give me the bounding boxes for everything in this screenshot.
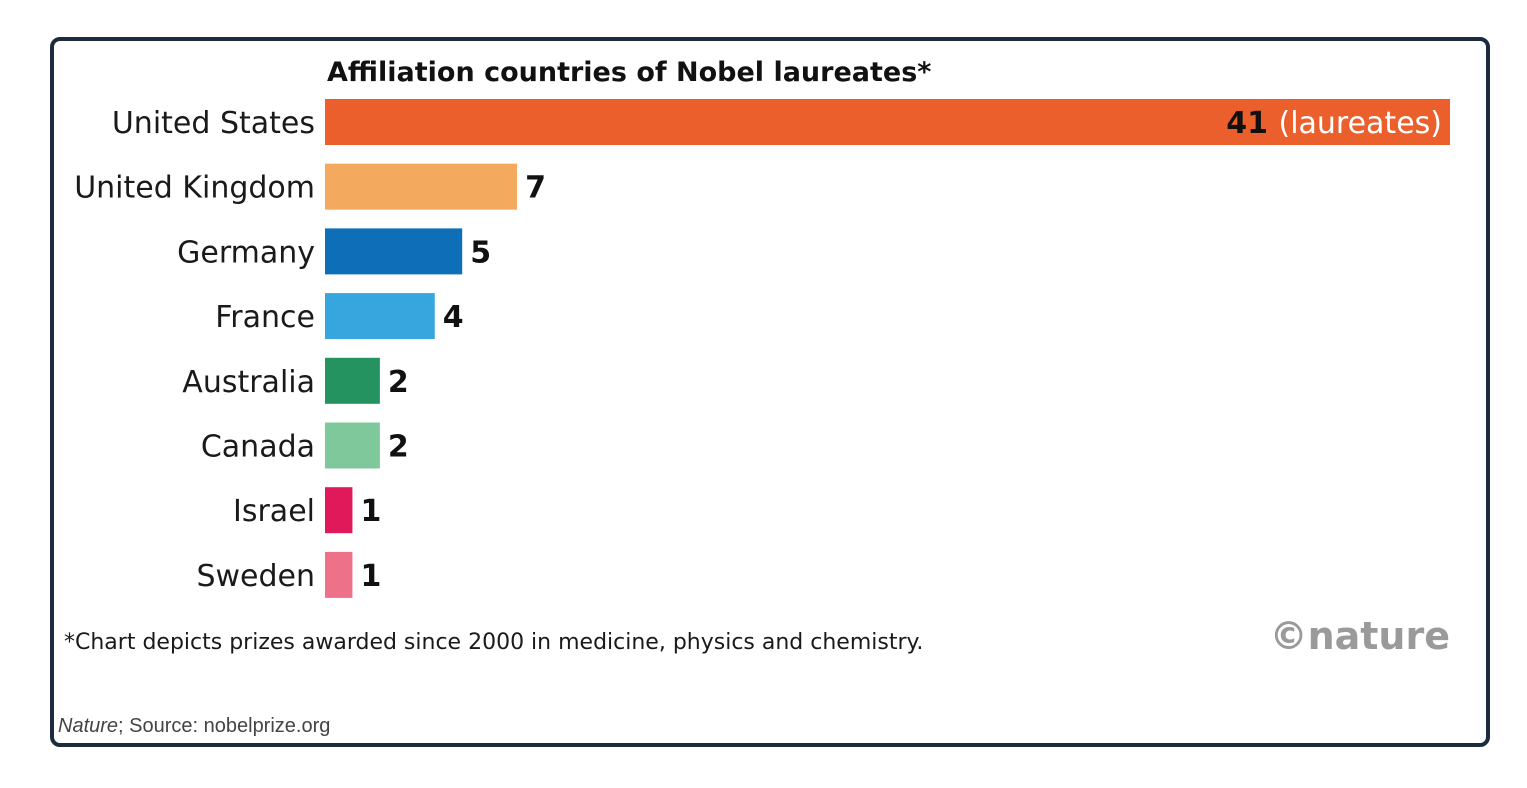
source-credit: Nature; Source: nobelprize.org — [58, 715, 330, 738]
category-label-united-states: United States — [112, 106, 315, 141]
value-label-united-states: 41 (laureates) — [1226, 106, 1442, 141]
value-label-australia: 2 — [388, 365, 409, 400]
chart-title: Affiliation countries of Nobel laureates… — [327, 57, 931, 88]
bar-canada — [325, 422, 380, 469]
credit-source: ; Source: nobelprize.org — [118, 715, 331, 737]
category-label-france: France — [215, 300, 315, 335]
value-label-france: 4 — [443, 300, 464, 335]
bar-chart: Affiliation countries of Nobel laureates… — [64, 57, 1450, 658]
chart-footnote: *Chart depicts prizes awarded since 2000… — [64, 630, 923, 655]
category-label-sweden: Sweden — [196, 559, 315, 594]
chart-frame: Affiliation countries of Nobel laureates… — [50, 37, 1490, 747]
category-label-canada: Canada — [201, 430, 315, 465]
bar-sweden — [325, 551, 353, 598]
value-label-canada: 2 — [388, 430, 409, 465]
value-label-germany: 5 — [470, 235, 491, 270]
value-label-sweden: 1 — [360, 559, 381, 594]
bar-israel — [325, 487, 353, 534]
nature-logo: ©nature — [1270, 614, 1450, 658]
category-label-australia: Australia — [182, 365, 315, 400]
bar-united-states — [325, 99, 1450, 145]
credit-publisher: Nature — [58, 715, 119, 737]
value-label-israel: 1 — [360, 494, 381, 529]
bar-australia — [325, 357, 380, 404]
category-label-israel: Israel — [233, 494, 315, 529]
bar-united-kingdom — [325, 163, 518, 210]
category-label-united-kingdom: United Kingdom — [74, 171, 315, 206]
category-label-germany: Germany — [177, 235, 315, 270]
bar-france — [325, 293, 435, 340]
value-label-united-kingdom: 7 — [525, 171, 546, 206]
bar-germany — [325, 228, 463, 275]
bars-group: United States 41 (laureates) United Kingdo… — [74, 99, 1450, 598]
